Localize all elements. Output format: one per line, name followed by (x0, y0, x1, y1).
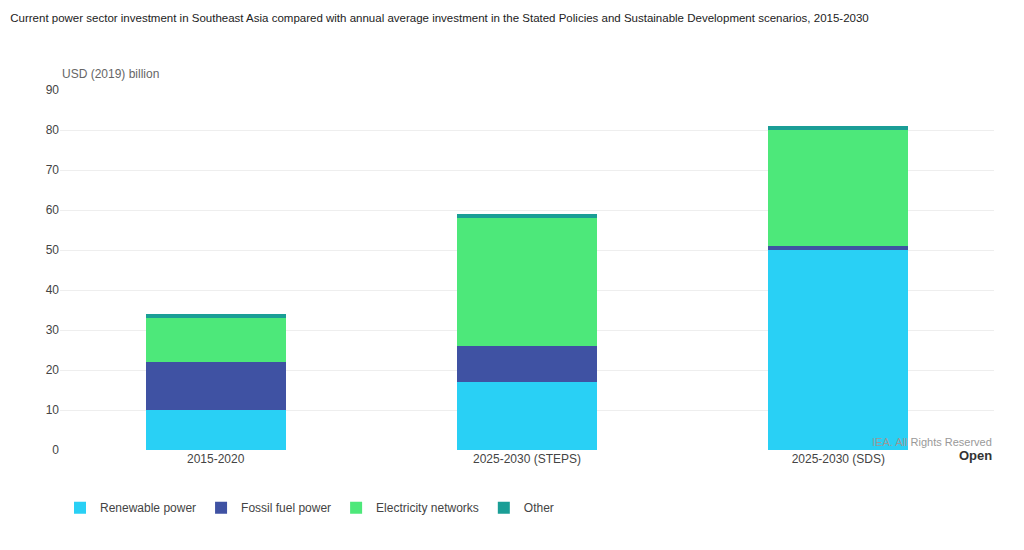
svg-text:70: 70 (46, 163, 60, 177)
svg-text:Current power sector investmen: Current power sector investment in South… (10, 12, 869, 24)
svg-text:Open: Open (959, 448, 992, 463)
svg-text:20: 20 (46, 363, 60, 377)
svg-text:80: 80 (46, 123, 60, 137)
svg-text:USD (2019) billion: USD (2019) billion (62, 67, 159, 81)
svg-text:60: 60 (46, 203, 60, 217)
svg-text:2015-2020: 2015-2020 (187, 452, 245, 466)
svg-text:2025-2030 (SDS): 2025-2030 (SDS) (792, 452, 885, 466)
svg-text:10: 10 (46, 403, 60, 417)
svg-text:Fossil fuel power: Fossil fuel power (241, 501, 331, 515)
svg-text:2025-2030 (STEPS): 2025-2030 (STEPS) (473, 452, 581, 466)
svg-text:Electricity networks: Electricity networks (376, 501, 479, 515)
svg-text:Renewable power: Renewable power (100, 501, 196, 515)
svg-text:90: 90 (46, 83, 60, 97)
svg-text:0: 0 (52, 443, 59, 457)
svg-text:50: 50 (46, 243, 60, 257)
svg-text:Other: Other (524, 501, 554, 515)
svg-text:30: 30 (46, 323, 60, 337)
svg-text:40: 40 (46, 283, 60, 297)
svg-text:IEA. All Rights Reserved: IEA. All Rights Reserved (872, 436, 992, 448)
